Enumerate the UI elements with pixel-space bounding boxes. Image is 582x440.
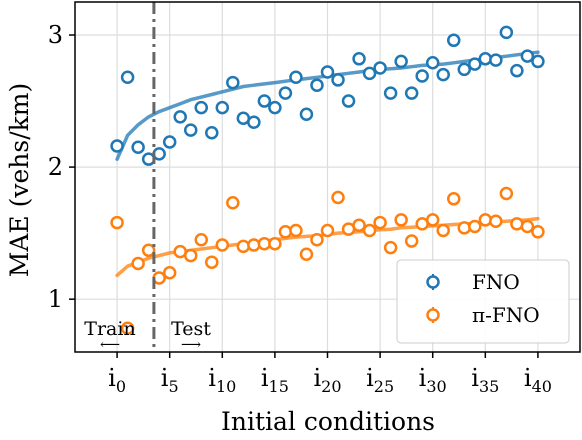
pi-fno-point bbox=[469, 221, 480, 232]
fno-point bbox=[417, 70, 428, 81]
train-test-annotations: Train ⟵ Test ⟶ bbox=[84, 318, 211, 353]
fno-point bbox=[354, 53, 365, 64]
fno-point bbox=[343, 96, 354, 107]
y-tick-label: 3 bbox=[48, 21, 63, 49]
test-arrow: ⟶ bbox=[181, 337, 201, 353]
legend-fno-marker-icon bbox=[428, 277, 439, 288]
pi-fno-point bbox=[354, 220, 365, 231]
fno-point bbox=[480, 53, 491, 64]
pi-fno-point bbox=[185, 250, 196, 261]
fno-point bbox=[259, 96, 270, 107]
pi-fno-point bbox=[238, 241, 249, 252]
y-tick-label: 2 bbox=[48, 153, 63, 181]
fno-point bbox=[206, 127, 217, 138]
fno-point bbox=[122, 72, 133, 83]
pi-fno-point bbox=[490, 216, 501, 227]
x-tick-label: i10 bbox=[208, 364, 236, 396]
fno-point bbox=[490, 55, 501, 66]
x-tick-label: i0 bbox=[108, 364, 126, 396]
fno-point bbox=[301, 109, 312, 120]
pi-fno-point bbox=[206, 257, 217, 268]
fno-point bbox=[406, 88, 417, 99]
pi-fno-point bbox=[164, 267, 175, 278]
fno-point bbox=[133, 142, 144, 153]
x-tick-label: i35 bbox=[471, 364, 499, 396]
x-tick-label: i15 bbox=[261, 364, 289, 396]
fno-point bbox=[375, 63, 386, 74]
pi-fno-point bbox=[396, 214, 407, 225]
pi-fno-point bbox=[280, 226, 291, 237]
fno-point bbox=[217, 102, 228, 113]
fno-point bbox=[438, 69, 449, 80]
fno-point bbox=[501, 27, 512, 38]
x-tick-label: i25 bbox=[366, 364, 394, 396]
pi-fno-point bbox=[217, 240, 228, 251]
fno-point bbox=[280, 88, 291, 99]
legend-fno-label: FNO bbox=[472, 270, 520, 294]
legend-pi-fno-marker-icon bbox=[428, 310, 439, 321]
fno-point bbox=[448, 35, 459, 46]
y-axis-label: MAE (vehs/km) bbox=[5, 83, 34, 277]
x-tick-label: i40 bbox=[524, 364, 552, 396]
pi-fno-point bbox=[269, 238, 280, 249]
pi-fno-point bbox=[112, 217, 123, 228]
y-tick-label: 1 bbox=[48, 285, 63, 313]
pi-fno-point bbox=[301, 249, 312, 260]
x-axis-label: Initial conditions bbox=[221, 407, 435, 436]
pi-fno-point bbox=[364, 225, 375, 236]
pi-fno-point bbox=[333, 192, 344, 203]
fno-point bbox=[532, 56, 543, 67]
fno-point bbox=[311, 80, 322, 91]
fno-point bbox=[469, 59, 480, 70]
pi-fno-point bbox=[459, 222, 470, 233]
pi-fno-point bbox=[311, 234, 322, 245]
x-tick-label: i30 bbox=[419, 364, 447, 396]
pi-fno-point bbox=[438, 225, 449, 236]
legend-pi-fno-label: π-FNO bbox=[472, 303, 540, 327]
fno-point bbox=[459, 64, 470, 75]
fno-point bbox=[269, 102, 280, 113]
fno-point bbox=[427, 57, 438, 68]
pi-fno-point bbox=[290, 225, 301, 236]
pi-fno-point bbox=[406, 236, 417, 247]
fno-point bbox=[112, 140, 123, 151]
fno-point bbox=[227, 77, 238, 88]
pi-fno-point bbox=[522, 221, 533, 232]
pi-fno-point bbox=[385, 242, 396, 253]
fno-point bbox=[322, 67, 333, 78]
pi-fno-point bbox=[248, 240, 259, 251]
pi-fno-point bbox=[448, 193, 459, 204]
pi-fno-point bbox=[511, 218, 522, 229]
pi-fno-point bbox=[322, 225, 333, 236]
fno-point bbox=[522, 51, 533, 62]
fno-point bbox=[333, 74, 344, 85]
legend: FNO π-FNO bbox=[397, 260, 569, 343]
fno-point bbox=[511, 65, 522, 76]
train-arrow: ⟵ bbox=[100, 337, 120, 353]
fno-point bbox=[196, 102, 207, 113]
fno-point bbox=[248, 117, 259, 128]
pi-fno-point bbox=[227, 197, 238, 208]
pi-fno-point bbox=[196, 234, 207, 245]
fno-point bbox=[396, 56, 407, 67]
pi-fno-point bbox=[427, 214, 438, 225]
pi-fno-point bbox=[501, 188, 512, 199]
fno-point bbox=[385, 88, 396, 99]
x-tick-label: i20 bbox=[313, 364, 341, 396]
pi-fno-point bbox=[133, 258, 144, 269]
fno-point bbox=[185, 125, 196, 136]
pi-fno-point bbox=[480, 214, 491, 225]
fno-point bbox=[290, 72, 301, 83]
fno-point bbox=[364, 68, 375, 79]
fno-point bbox=[175, 111, 186, 122]
pi-fno-point bbox=[532, 226, 543, 237]
fno-point bbox=[164, 137, 175, 148]
pi-fno-point bbox=[375, 217, 386, 228]
x-tick-label: i5 bbox=[161, 364, 179, 396]
